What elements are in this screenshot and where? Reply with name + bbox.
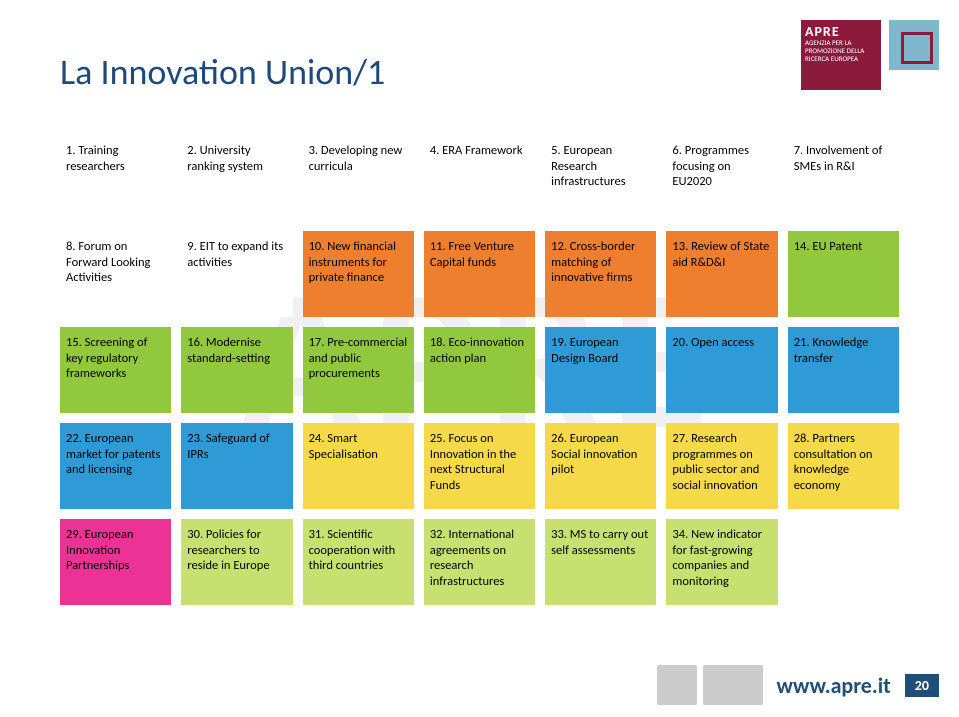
box-item: 31. Scientific cooperation with third co… — [303, 519, 414, 605]
page-number: 20 — [905, 674, 939, 697]
url: www.apre.it — [777, 672, 891, 699]
apre-icon — [889, 20, 939, 70]
een-logo — [703, 665, 763, 705]
box-item: 8. Forum on Forward Looking Activities — [60, 231, 171, 317]
box-item: 15. Screening of key regulatory framewor… — [60, 327, 171, 413]
box-item: 5. European Research infrastructures — [545, 135, 656, 221]
box-item: 1. Training researchers — [60, 135, 171, 221]
footer-logos — [657, 665, 763, 705]
box-item: 22. European market for patents and lice… — [60, 423, 171, 509]
box-item: 17. Pre-commercial and public procuremen… — [303, 327, 414, 413]
header-logos: APRE AGENZIA PER LA PROMOZIONE DELLA RIC… — [801, 20, 939, 90]
box-item: 3. Developing new curricula — [303, 135, 414, 221]
footer: www.apre.it 20 — [657, 665, 939, 705]
box-item: 25. Focus on Innovation in the next Stru… — [424, 423, 535, 509]
box-item: 21. Knowledge transfer — [788, 327, 899, 413]
page-title: La Innovation Union/1 — [60, 50, 385, 94]
rina-logo — [657, 665, 697, 705]
box-item: 6. Programmes focusing on EU2020 — [666, 135, 777, 221]
box-item: 11. Free Venture Capital funds — [424, 231, 535, 317]
box-item: 2. University ranking system — [181, 135, 292, 221]
box-item: 14. EU Patent — [788, 231, 899, 317]
boxes-grid: 1. Training researchers2. University ran… — [60, 135, 899, 605]
box-item: 10. New financial instruments for privat… — [303, 231, 414, 317]
box-item: 19. European Design Board — [545, 327, 656, 413]
box-item: 33. MS to carry out self assessments — [545, 519, 656, 605]
box-item: 12. Cross-border matching of innovative … — [545, 231, 656, 317]
box-item: 20. Open access — [666, 327, 777, 413]
box-item: 30. Policies for researchers to reside i… — [181, 519, 292, 605]
box-item: 4. ERA Framework — [424, 135, 535, 221]
box-item: 7. Involvement of SMEs in R&I — [788, 135, 899, 221]
box-item: 34. New indicator for fast-growing compa… — [666, 519, 777, 605]
box-item: 16. Modernise standard-setting — [181, 327, 292, 413]
box-item: 28. Partners consultation on knowledge e… — [788, 423, 899, 509]
box-item: 27. Research programmes on public sector… — [666, 423, 777, 509]
apre-logo: APRE AGENZIA PER LA PROMOZIONE DELLA RIC… — [801, 20, 881, 90]
box-item: 13. Review of State aid R&D&I — [666, 231, 777, 317]
box-item: 23. Safeguard of IPRs — [181, 423, 292, 509]
box-item: 29. European Innovation Partnerships — [60, 519, 171, 605]
box-item: 32. International agreements on research… — [424, 519, 535, 605]
box-item: 9. EIT to expand its activities — [181, 231, 292, 317]
box-item: 26. European Social innovation pilot — [545, 423, 656, 509]
box-item: 18. Eco-innovation action plan — [424, 327, 535, 413]
box-item: 24. Smart Specialisation — [303, 423, 414, 509]
